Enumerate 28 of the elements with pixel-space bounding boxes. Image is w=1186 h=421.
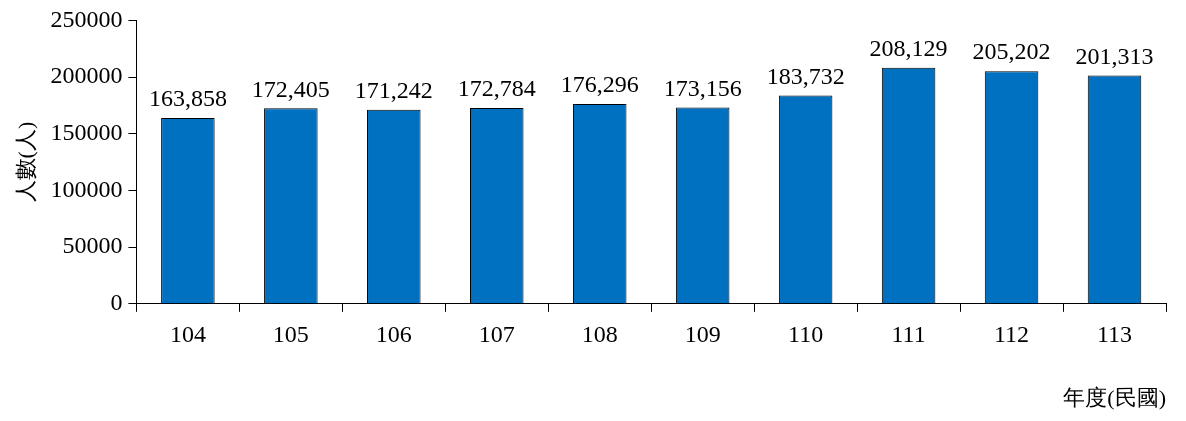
x-tick-label: 107 bbox=[478, 321, 515, 348]
data-label: 173,156 bbox=[663, 74, 742, 101]
x-tick-label: 106 bbox=[375, 321, 412, 348]
x-tick-label: 112 bbox=[994, 321, 1030, 348]
y-tick-label: 200000 bbox=[50, 62, 123, 89]
x-tick-label: 110 bbox=[788, 321, 824, 348]
data-label: 183,732 bbox=[766, 62, 845, 89]
data-label: 205,202 bbox=[972, 38, 1051, 65]
data-label: 172,784 bbox=[457, 75, 536, 102]
y-axis-title: 人數(人) bbox=[12, 121, 38, 203]
x-tick-label: 105 bbox=[272, 321, 309, 348]
data-label: 176,296 bbox=[560, 71, 639, 98]
y-tick-label: 150000 bbox=[50, 119, 123, 146]
data-label: 163,858 bbox=[148, 85, 227, 112]
x-tick-label: 109 bbox=[684, 321, 721, 348]
data-label: 201,313 bbox=[1075, 42, 1154, 69]
x-tick-label: 108 bbox=[581, 321, 618, 348]
y-tick-label: 250000 bbox=[50, 5, 123, 32]
x-tick-label: 111 bbox=[891, 321, 926, 348]
y-tick-label: 100000 bbox=[50, 175, 123, 202]
x-axis-title: 年度(民國) bbox=[1063, 384, 1166, 410]
data-label: 172,405 bbox=[251, 75, 330, 102]
y-tick-label: 0 bbox=[110, 289, 123, 316]
x-tick-label: 113 bbox=[1096, 321, 1133, 348]
data-label: 171,242 bbox=[354, 76, 433, 103]
x-tick-label: 104 bbox=[169, 321, 206, 348]
data-label: 208,129 bbox=[869, 35, 948, 62]
y-tick-label: 50000 bbox=[62, 232, 123, 259]
